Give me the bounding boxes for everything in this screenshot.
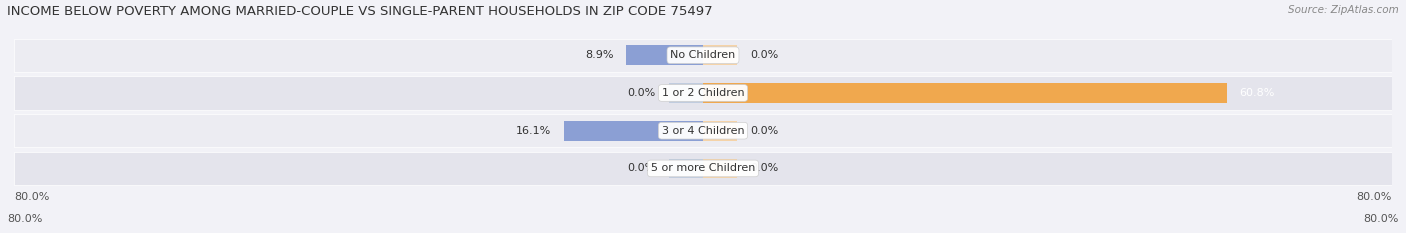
- Text: 80.0%: 80.0%: [14, 192, 49, 202]
- Text: 5 or more Children: 5 or more Children: [651, 163, 755, 173]
- Bar: [703, 159, 738, 178]
- Text: 8.9%: 8.9%: [585, 50, 613, 60]
- Bar: [14, 39, 1392, 72]
- Text: 0.0%: 0.0%: [751, 163, 779, 173]
- Bar: [14, 114, 1392, 147]
- Bar: [703, 45, 738, 65]
- Text: 0.0%: 0.0%: [751, 126, 779, 136]
- Text: 0.0%: 0.0%: [627, 163, 655, 173]
- Text: 1 or 2 Children: 1 or 2 Children: [662, 88, 744, 98]
- Bar: [626, 45, 703, 65]
- Text: 3 or 4 Children: 3 or 4 Children: [662, 126, 744, 136]
- Text: INCOME BELOW POVERTY AMONG MARRIED-COUPLE VS SINGLE-PARENT HOUSEHOLDS IN ZIP COD: INCOME BELOW POVERTY AMONG MARRIED-COUPL…: [7, 5, 713, 18]
- Text: 0.0%: 0.0%: [751, 50, 779, 60]
- Text: 80.0%: 80.0%: [1357, 192, 1392, 202]
- Bar: [564, 121, 703, 140]
- Bar: [703, 121, 738, 140]
- Text: 16.1%: 16.1%: [516, 126, 551, 136]
- Bar: [14, 76, 1392, 110]
- Bar: [669, 83, 703, 103]
- Bar: [14, 152, 1392, 185]
- Text: 0.0%: 0.0%: [627, 88, 655, 98]
- Text: Source: ZipAtlas.com: Source: ZipAtlas.com: [1288, 5, 1399, 15]
- Bar: [703, 83, 1226, 103]
- Text: 80.0%: 80.0%: [7, 214, 42, 224]
- Text: No Children: No Children: [671, 50, 735, 60]
- Bar: [669, 159, 703, 178]
- Text: 60.8%: 60.8%: [1240, 88, 1275, 98]
- Text: 80.0%: 80.0%: [1364, 214, 1399, 224]
